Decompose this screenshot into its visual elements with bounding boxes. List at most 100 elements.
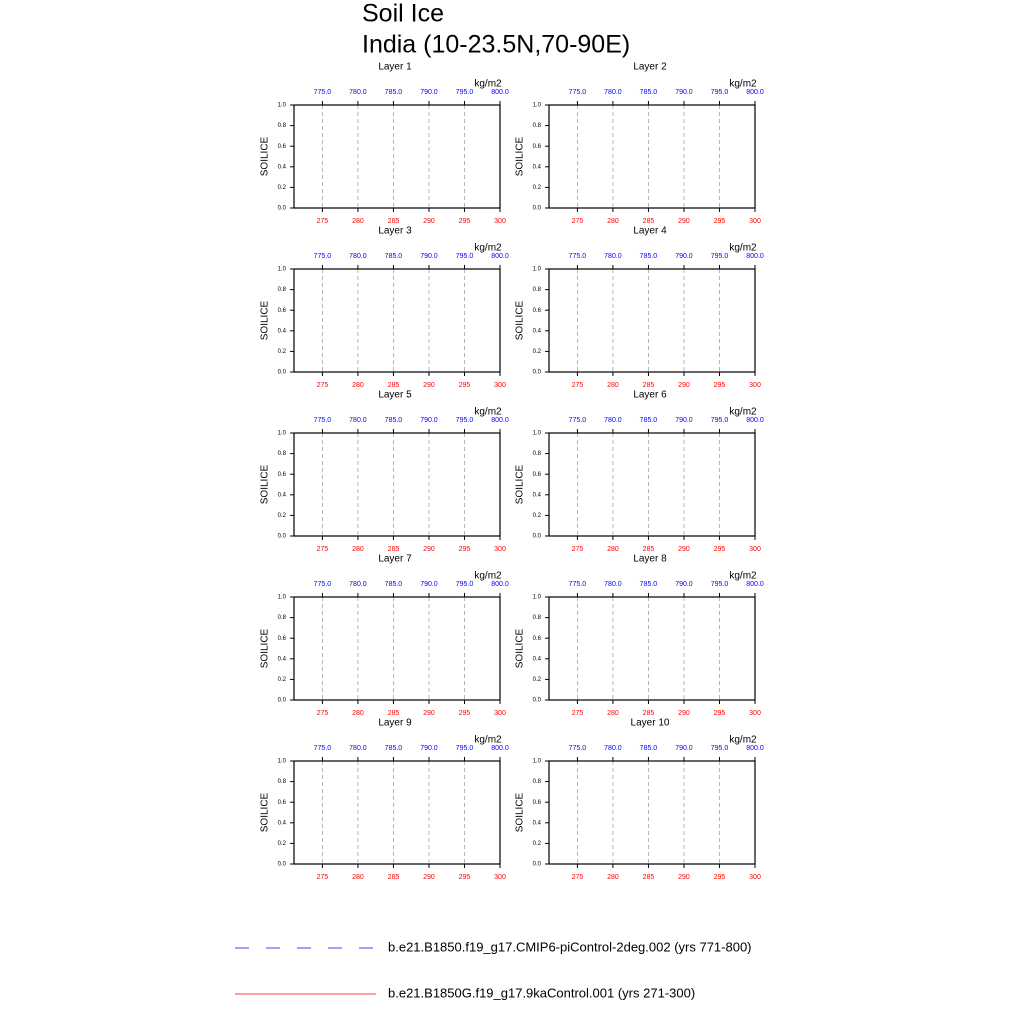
- y-tick-label: 1.0: [533, 431, 542, 437]
- x2-tick-label: 780.0: [604, 417, 622, 424]
- y-tick-label: 0.4: [278, 328, 287, 334]
- x2-tick-label: 795.0: [456, 417, 474, 424]
- y-tick-label: 0.0: [533, 862, 542, 868]
- y-tick-label: 0.4: [533, 492, 542, 498]
- x-tick-label: 295: [714, 218, 726, 225]
- y-tick-label: 0.8: [278, 615, 287, 621]
- x-tick-label: 275: [317, 382, 329, 389]
- x-tick-label: 285: [643, 710, 655, 717]
- x-tick-label: 290: [678, 874, 690, 881]
- y-axis-label: SOILICE: [260, 628, 271, 668]
- x-tick-label: 275: [317, 874, 329, 881]
- x2-tick-label: 775.0: [314, 745, 332, 752]
- y-tick-label: 0.6: [533, 308, 542, 314]
- x2-tick-label: 795.0: [711, 581, 729, 588]
- y-tick-label: 0.0: [533, 698, 542, 704]
- plot-frame: [548, 432, 756, 537]
- x-tick-label: 295: [714, 874, 726, 881]
- x-tick-label: 280: [352, 382, 364, 389]
- x2-tick-label: 785.0: [385, 581, 403, 588]
- y-tick-label: 0.8: [278, 451, 287, 457]
- x-tick-label: 275: [572, 710, 584, 717]
- y-tick-label: 0.8: [533, 287, 542, 293]
- plot-frame: [548, 760, 756, 865]
- y-axis-label: SOILICE: [260, 792, 271, 832]
- y-axis-label: SOILICE: [260, 136, 271, 176]
- y-tick-label: 0.2: [278, 677, 287, 683]
- y-axis-label: SOILICE: [515, 464, 526, 504]
- x-tick-label: 285: [388, 874, 400, 881]
- x2-tick-label: 795.0: [456, 581, 474, 588]
- x2-tick-label: 800.0: [746, 745, 764, 752]
- x2-tick-label: 795.0: [711, 89, 729, 96]
- x2-tick-label: 775.0: [314, 417, 332, 424]
- x2-tick-label: 775.0: [314, 581, 332, 588]
- plot-frame: [293, 268, 501, 373]
- x2-tick-label: 795.0: [456, 745, 474, 752]
- y-tick-label: 0.4: [278, 164, 287, 170]
- x-tick-label: 295: [459, 382, 471, 389]
- x-tick-label: 285: [388, 382, 400, 389]
- x2-tick-label: 780.0: [604, 89, 622, 96]
- plot-frame: [548, 596, 756, 701]
- x-tick-label: 285: [643, 546, 655, 553]
- x-tick-label: 280: [352, 710, 364, 717]
- y-tick-label: 0.8: [533, 779, 542, 785]
- x-tick-label: 300: [749, 874, 761, 881]
- figure-title: Soil Ice: [362, 0, 444, 28]
- x-tick-label: 300: [494, 874, 506, 881]
- x2-tick-label: 785.0: [385, 89, 403, 96]
- panel-title: Layer 2: [633, 62, 667, 73]
- x2-tick-label: 790.0: [420, 417, 438, 424]
- x-tick-label: 290: [423, 874, 435, 881]
- plot-frame: [548, 268, 756, 373]
- x2-tick-label: 790.0: [420, 89, 438, 96]
- y-tick-label: 0.4: [533, 328, 542, 334]
- x2-tick-label: 775.0: [569, 89, 587, 96]
- x2-tick-label: 775.0: [314, 89, 332, 96]
- x-tick-label: 285: [643, 874, 655, 881]
- x-tick-label: 295: [714, 710, 726, 717]
- y-tick-label: 0.8: [533, 123, 542, 129]
- plot-frame: [293, 760, 501, 865]
- x2-tick-label: 790.0: [675, 581, 693, 588]
- x2-tick-label: 785.0: [640, 89, 658, 96]
- x2-tick-label: 795.0: [456, 89, 474, 96]
- x-tick-label: 295: [459, 218, 471, 225]
- x2-tick-label: 785.0: [640, 745, 658, 752]
- x2-tick-label: 790.0: [420, 581, 438, 588]
- x2-tick-label: 800.0: [491, 417, 509, 424]
- y-tick-label: 0.2: [533, 349, 542, 355]
- y-tick-label: 1.0: [278, 267, 287, 273]
- panel-title: Layer 6: [633, 390, 667, 401]
- x2-axis-label: kg/m2: [729, 79, 757, 90]
- y-tick-label: 0.4: [533, 820, 542, 826]
- x-tick-label: 300: [749, 546, 761, 553]
- y-tick-label: 0.0: [533, 370, 542, 376]
- y-tick-label: 0.2: [278, 513, 287, 519]
- x-tick-label: 280: [607, 382, 619, 389]
- y-tick-label: 0.2: [278, 185, 287, 191]
- x-tick-label: 300: [494, 546, 506, 553]
- panel-title: Layer 7: [378, 554, 412, 565]
- x-tick-label: 285: [388, 710, 400, 717]
- x-tick-label: 275: [572, 874, 584, 881]
- x2-tick-label: 800.0: [491, 745, 509, 752]
- y-tick-label: 1.0: [278, 103, 287, 109]
- x-tick-label: 295: [459, 710, 471, 717]
- y-tick-label: 1.0: [278, 431, 287, 437]
- x-tick-label: 285: [643, 218, 655, 225]
- y-tick-label: 0.2: [278, 349, 287, 355]
- y-tick-label: 0.2: [533, 185, 542, 191]
- y-tick-label: 0.6: [278, 800, 287, 806]
- x2-tick-label: 790.0: [675, 253, 693, 260]
- x2-tick-label: 785.0: [385, 253, 403, 260]
- y-tick-label: 1.0: [533, 759, 542, 765]
- x2-axis-label: kg/m2: [474, 243, 502, 254]
- x-tick-label: 300: [749, 710, 761, 717]
- y-tick-label: 0.8: [278, 123, 287, 129]
- x-tick-label: 275: [317, 546, 329, 553]
- panel-title: Layer 5: [378, 390, 412, 401]
- x2-axis-label: kg/m2: [729, 735, 757, 746]
